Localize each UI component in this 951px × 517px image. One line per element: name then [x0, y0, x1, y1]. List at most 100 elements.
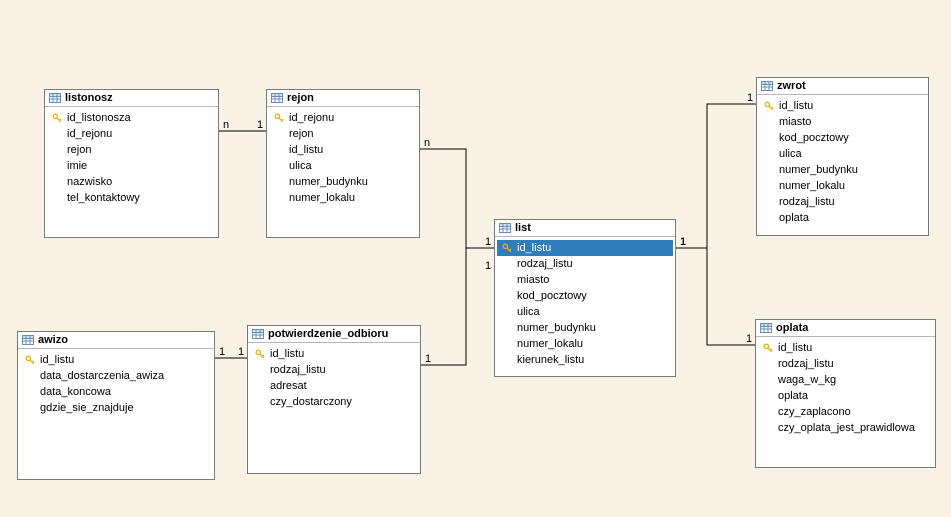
column-row[interactable]: miasto — [497, 272, 673, 288]
table-body: id_listudata_dostarczenia_awizadata_konc… — [18, 349, 214, 419]
column-row[interactable]: waga_w_kg — [758, 372, 933, 388]
table-header[interactable]: rejon — [267, 90, 419, 107]
column-row[interactable]: id_listu — [758, 340, 933, 356]
relation-line — [420, 149, 494, 248]
column-name: numer_lokalu — [779, 179, 845, 193]
column-row[interactable]: id_rejonu — [269, 110, 417, 126]
column-name: kod_pocztowy — [517, 289, 587, 303]
column-name: id_listu — [779, 99, 813, 113]
column-row[interactable]: nazwisko — [47, 174, 216, 190]
column-row[interactable]: rodzaj_listu — [759, 194, 926, 210]
column-row[interactable]: numer_lokalu — [269, 190, 417, 206]
column-row[interactable]: id_listonosza — [47, 110, 216, 126]
column-row[interactable]: miasto — [759, 114, 926, 130]
key-slot — [501, 243, 513, 253]
column-row[interactable]: czy_oplata_jest_prawidlowa — [758, 420, 933, 436]
column-row[interactable]: czy_zaplacono — [758, 404, 933, 420]
column-row[interactable]: oplata — [759, 210, 926, 226]
column-row[interactable]: ulica — [759, 146, 926, 162]
er-diagram-canvas: listonoszid_listonoszaid_rejonurejonimie… — [0, 0, 951, 517]
table-header[interactable]: list — [495, 220, 675, 237]
column-name: waga_w_kg — [778, 373, 836, 387]
column-row[interactable]: czy_dostarczony — [250, 394, 418, 410]
column-row[interactable]: rodzaj_listu — [250, 362, 418, 378]
column-row[interactable]: kod_pocztowy — [497, 288, 673, 304]
primary-key-icon — [764, 101, 774, 111]
cardinality-label: n — [222, 119, 230, 131]
column-row[interactable]: kierunek_listu — [497, 352, 673, 368]
column-row[interactable]: id_listu — [759, 98, 926, 114]
column-name: data_dostarczenia_awiza — [40, 369, 164, 383]
column-name: rejon — [67, 143, 91, 157]
column-name: imie — [67, 159, 87, 173]
table-header[interactable]: zwrot — [757, 78, 928, 95]
table-title: oplata — [776, 322, 808, 334]
table-title: rejon — [287, 92, 314, 104]
table-grid-icon — [760, 322, 772, 334]
table-oplata[interactable]: oplataid_listurodzaj_listuwaga_w_kgoplat… — [755, 319, 936, 468]
table-list[interactable]: list id_listurodzaj_listumiasto kod_poczto… — [494, 219, 676, 377]
column-name: rodzaj_listu — [270, 363, 326, 377]
column-row[interactable]: adresat — [250, 378, 418, 394]
column-row[interactable]: gdzie_sie_znajduje — [20, 400, 212, 416]
column-row[interactable]: id_listu — [497, 240, 673, 256]
column-name: id_rejonu — [67, 127, 112, 141]
column-row[interactable]: imie — [47, 158, 216, 174]
column-row[interactable]: data_koncowa — [20, 384, 212, 400]
column-row[interactable]: numer_budynku — [269, 174, 417, 190]
column-row[interactable]: numer_lokalu — [759, 178, 926, 194]
column-name: numer_budynku — [779, 163, 858, 177]
column-name: id_rejonu — [289, 111, 334, 125]
column-row[interactable]: rejon — [47, 142, 216, 158]
column-row[interactable]: numer_budynku — [759, 162, 926, 178]
cardinality-label: 1 — [256, 119, 264, 131]
table-grid-icon — [252, 328, 264, 340]
table-body: id_listurodzaj_listuwaga_w_kgoplataczy_z… — [756, 337, 935, 439]
cardinality-label: n — [423, 137, 431, 149]
column-row[interactable]: rodzaj_listu — [497, 256, 673, 272]
column-name: ulica — [289, 159, 312, 173]
column-name: miasto — [517, 273, 549, 287]
column-name: gdzie_sie_znajduje — [40, 401, 134, 415]
table-awizo[interactable]: awizoid_listudata_dostarczenia_awizadata… — [17, 331, 215, 480]
table-header[interactable]: listonosz — [45, 90, 218, 107]
table-body: id_listonosza id_rejonurejon imienazwiskot… — [45, 107, 218, 209]
key-slot — [24, 355, 36, 365]
column-row[interactable]: id_rejonu — [47, 126, 216, 142]
table-header[interactable]: potwierdzenie_odbioru — [248, 326, 420, 343]
primary-key-icon — [25, 355, 35, 365]
table-potwierdzenie[interactable]: potwierdzenie_odbioru id_listu rodzaj_list… — [247, 325, 421, 474]
column-row[interactable]: data_dostarczenia_awiza — [20, 368, 212, 384]
table-title: potwierdzenie_odbioru — [268, 328, 388, 340]
column-row[interactable]: ulica — [269, 158, 417, 174]
table-rejon[interactable]: rejonid_rejonurejonid_listuulicanumer_bu… — [266, 89, 420, 238]
table-listonosz[interactable]: listonosz id_listonosza id_rejonurejon imie… — [44, 89, 219, 238]
primary-key-icon — [502, 243, 512, 253]
table-title: listonosz — [65, 92, 113, 104]
column-row[interactable]: tel_kontaktowy — [47, 190, 216, 206]
column-row[interactable]: rejon — [269, 126, 417, 142]
column-row[interactable]: numer_budynku — [497, 320, 673, 336]
column-row[interactable]: numer_lokalu — [497, 336, 673, 352]
column-row[interactable]: id_listu — [250, 346, 418, 362]
column-name: kod_pocztowy — [779, 131, 849, 145]
column-row[interactable]: oplata — [758, 388, 933, 404]
column-name: oplata — [778, 389, 808, 403]
cardinality-label: 1 — [745, 333, 753, 345]
column-row[interactable]: id_listu — [20, 352, 212, 368]
column-row[interactable]: kod_pocztowy — [759, 130, 926, 146]
table-grid-icon — [499, 222, 511, 234]
column-name: numer_lokalu — [289, 191, 355, 205]
table-header[interactable]: awizo — [18, 332, 214, 349]
table-title: zwrot — [777, 80, 806, 92]
column-row[interactable]: rodzaj_listu — [758, 356, 933, 372]
column-row[interactable]: id_listu — [269, 142, 417, 158]
table-header[interactable]: oplata — [756, 320, 935, 337]
column-row[interactable]: ulica — [497, 304, 673, 320]
table-zwrot[interactable]: zwrotid_listumiastokod_pocztowyulicanume… — [756, 77, 929, 236]
key-slot — [763, 101, 775, 111]
table-grid-icon — [22, 334, 34, 346]
column-name: id_listu — [270, 347, 304, 361]
column-name: id_listonosza — [67, 111, 131, 125]
cardinality-label: 1 — [424, 353, 432, 365]
